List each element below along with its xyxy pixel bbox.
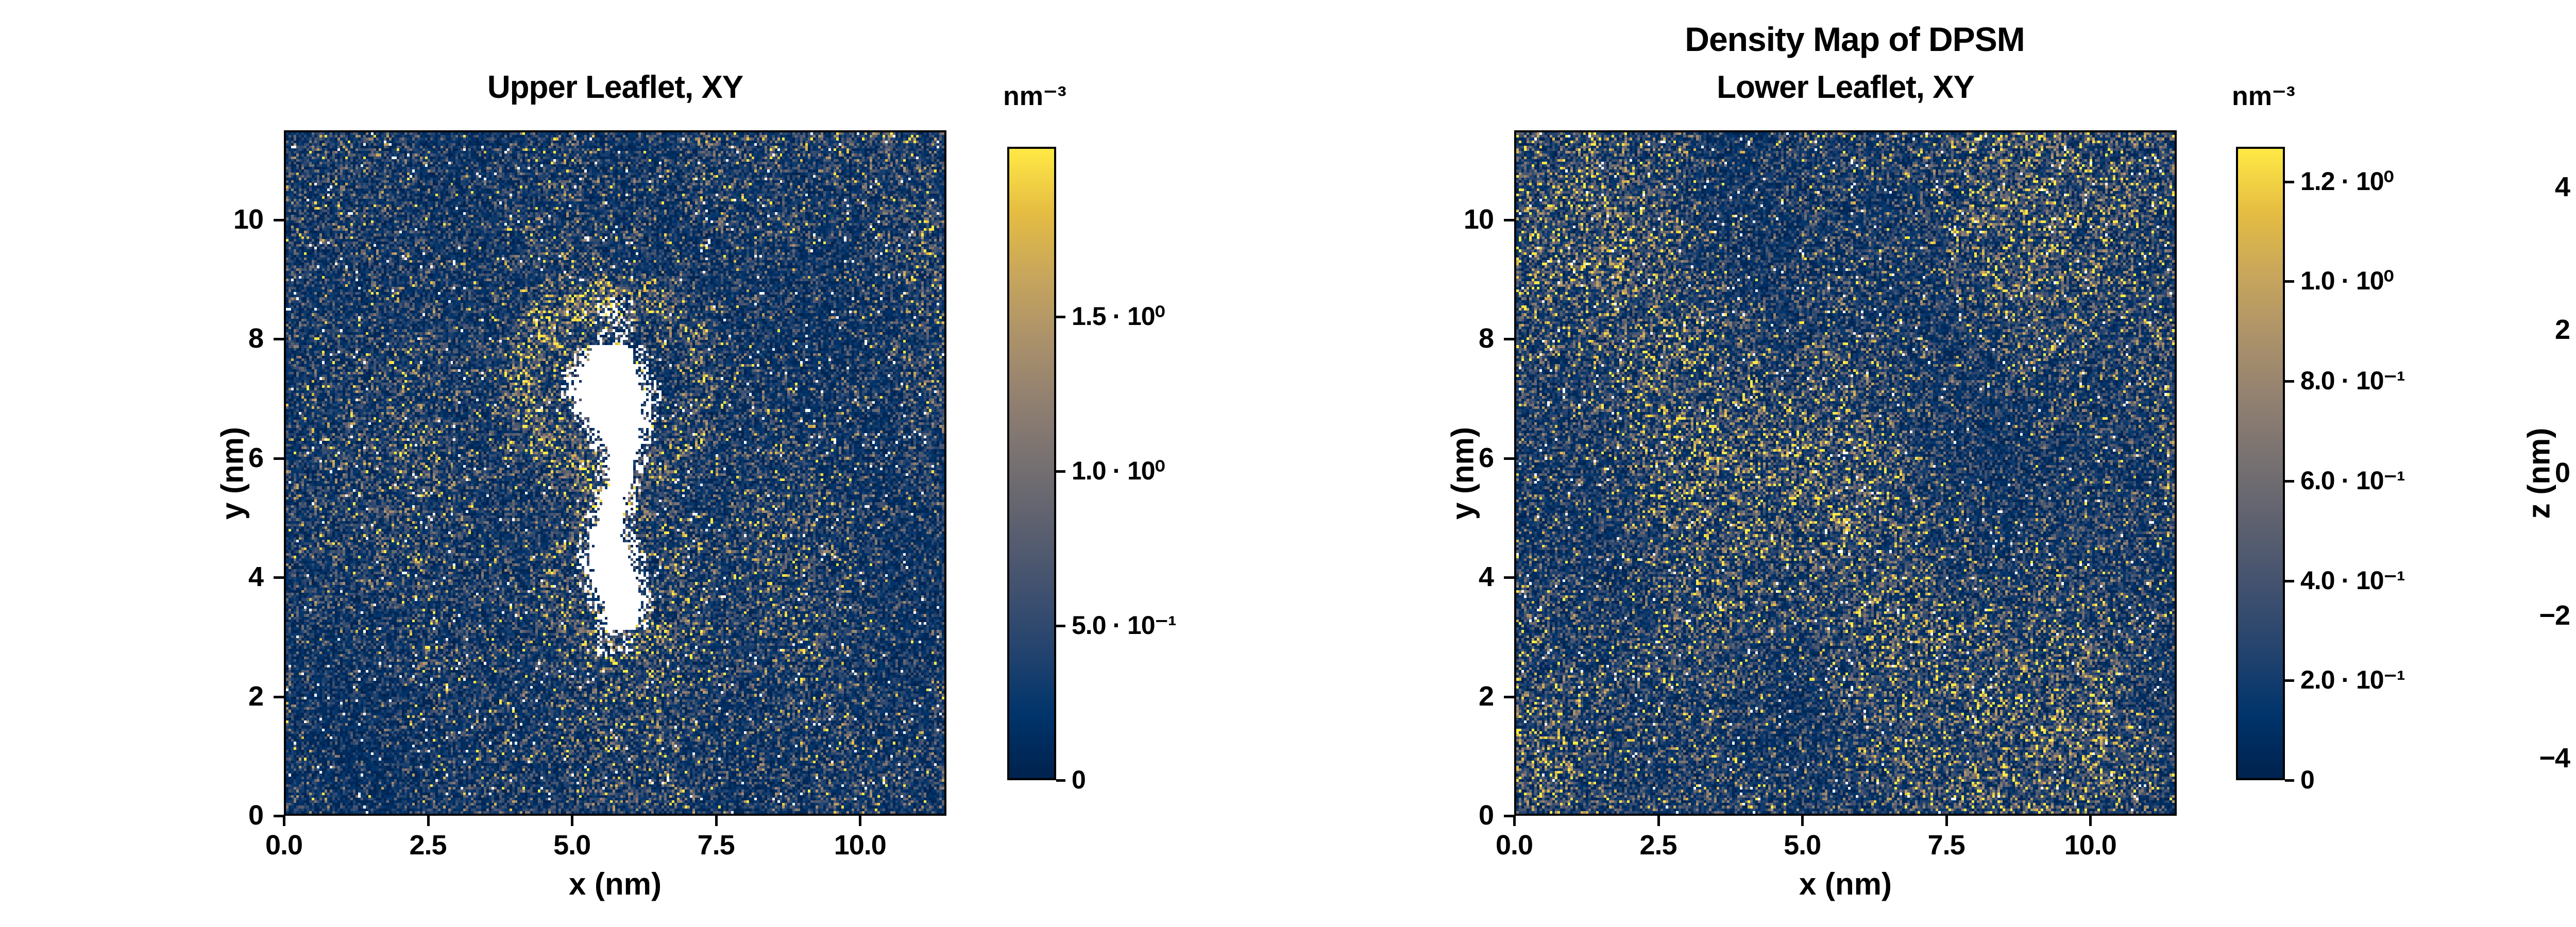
x-tick-label: 7.5 bbox=[697, 830, 735, 861]
colorbar-tick-mark bbox=[2285, 579, 2294, 582]
colorbar-tick-label: 4.0 · 10⁻¹ bbox=[2300, 565, 2405, 595]
colorbar-gradient bbox=[2238, 149, 2283, 778]
x-axis-label: x (nm) bbox=[1799, 867, 1892, 901]
y-tick-mark bbox=[1504, 815, 1514, 817]
y-tick-label: 4 bbox=[2554, 171, 2570, 202]
y-tick-mark bbox=[274, 815, 284, 817]
colorbar-tick-label: 1.0 · 10⁰ bbox=[1072, 456, 1165, 485]
colorbar-tick-mark bbox=[2285, 280, 2294, 283]
panel-title: Upper Leaflet, XY bbox=[487, 70, 743, 105]
x-tick-mark bbox=[571, 816, 574, 826]
colorbar-tick-mark bbox=[2285, 479, 2294, 483]
y-tick-label: 0 bbox=[2554, 457, 2570, 488]
y-axis-label: y (nm) bbox=[1445, 426, 1480, 520]
x-tick-label: 2.5 bbox=[409, 830, 447, 861]
y-tick-mark bbox=[274, 218, 284, 221]
x-tick-label: 10.0 bbox=[834, 830, 887, 861]
heatmap-plot bbox=[1514, 130, 2177, 816]
colorbar-tick-label: 1.5 · 10⁰ bbox=[1072, 302, 1165, 331]
y-tick-label: 8 bbox=[1478, 323, 1494, 354]
y-tick-label: 0 bbox=[1478, 800, 1494, 831]
colorbar-tick-mark bbox=[1056, 470, 1065, 473]
colorbar-tick-label: 2.0 · 10⁻¹ bbox=[2300, 665, 2405, 695]
colorbar-tick-label: 1.2 · 10⁰ bbox=[2300, 166, 2394, 196]
y-tick-label: 6 bbox=[1478, 442, 1494, 473]
y-axis-label: y (nm) bbox=[215, 426, 250, 520]
y-tick-mark bbox=[274, 457, 284, 460]
colorbar bbox=[2236, 147, 2285, 780]
y-tick-mark bbox=[274, 695, 284, 698]
colorbar bbox=[1007, 147, 1056, 780]
panel-lower-leaflet-xy: Lower Leaflet, XY y (nm) x (nm) nm⁻³ 0.0… bbox=[1236, 0, 2473, 927]
y-tick-label: −4 bbox=[2539, 743, 2570, 774]
colorbar-tick-mark bbox=[1056, 316, 1065, 318]
panel-upper-leaflet-xy: Upper Leaflet, XY y (nm) x (nm) nm⁻³ 0.0… bbox=[0, 0, 1236, 927]
heatmap-canvas bbox=[286, 132, 944, 814]
x-tick-mark bbox=[1801, 816, 1804, 826]
x-tick-mark bbox=[715, 816, 718, 826]
x-tick-mark bbox=[1513, 816, 1516, 826]
x-tick-label: 5.0 bbox=[553, 830, 591, 861]
colorbar-gradient bbox=[1009, 149, 1054, 778]
y-tick-mark bbox=[1504, 576, 1514, 579]
x-tick-mark bbox=[2089, 816, 2092, 826]
y-tick-label: 4 bbox=[1478, 561, 1494, 593]
colorbar-tick-label: 1.0 · 10⁰ bbox=[2300, 266, 2394, 296]
y-tick-mark bbox=[274, 576, 284, 579]
y-tick-label: 8 bbox=[248, 323, 264, 354]
y-tick-label: 2 bbox=[1478, 680, 1494, 712]
x-tick-label: 0 bbox=[2544, 830, 2576, 860]
colorbar-tick-mark bbox=[1056, 779, 1065, 782]
figure-title: Density Map of DPSM bbox=[1685, 20, 2025, 58]
colorbar-tick-label: 8.0 · 10⁻¹ bbox=[2300, 366, 2405, 396]
colorbar-tick-mark bbox=[2285, 779, 2294, 782]
x-tick-mark bbox=[427, 816, 430, 826]
colorbar-unit-label: nm⁻³ bbox=[1003, 81, 1066, 111]
y-tick-label: −2 bbox=[2539, 599, 2570, 631]
y-tick-label: 6 bbox=[248, 442, 264, 473]
panel-title: Lower Leaflet, XY bbox=[1717, 70, 1975, 105]
y-tick-label: 0 bbox=[248, 800, 264, 831]
y-tick-mark bbox=[1504, 218, 1514, 221]
x-tick-label: 10.0 bbox=[2064, 830, 2117, 861]
y-tick-label: 4 bbox=[248, 561, 264, 593]
x-tick-mark bbox=[1657, 816, 1660, 826]
x-tick-mark bbox=[283, 816, 285, 826]
heatmap-plot bbox=[284, 130, 946, 816]
y-tick-mark bbox=[1504, 338, 1514, 341]
colorbar-tick-mark bbox=[2285, 380, 2294, 383]
colorbar-tick-mark bbox=[2285, 180, 2294, 183]
panel-transversal-yz: Transversal View, YZ z (nm) y (nm) nm⁻³ … bbox=[2473, 0, 2576, 927]
x-tick-label: 0.0 bbox=[1495, 830, 1533, 861]
x-axis-label: x (nm) bbox=[569, 867, 662, 901]
colorbar-tick-mark bbox=[1056, 625, 1065, 627]
x-tick-label: 2.5 bbox=[1639, 830, 1677, 861]
colorbar-unit-label: nm⁻³ bbox=[2232, 81, 2295, 111]
x-tick-mark bbox=[1945, 816, 1948, 826]
y-tick-label: 10 bbox=[233, 203, 264, 235]
y-tick-mark bbox=[1504, 695, 1514, 698]
y-tick-label: 2 bbox=[2554, 314, 2570, 346]
x-tick-label: 0.0 bbox=[265, 830, 303, 861]
colorbar-tick-label: 6.0 · 10⁻¹ bbox=[2300, 466, 2405, 495]
y-tick-label: 2 bbox=[248, 680, 264, 712]
x-tick-mark bbox=[859, 816, 862, 826]
y-tick-mark bbox=[274, 338, 284, 341]
colorbar-tick-mark bbox=[2285, 679, 2294, 682]
y-tick-label: 10 bbox=[1463, 203, 1494, 235]
y-tick-mark bbox=[1504, 457, 1514, 460]
colorbar-tick-label: 0 bbox=[2300, 765, 2315, 794]
heatmap-canvas bbox=[1516, 132, 2175, 814]
x-tick-label: 5.0 bbox=[1784, 830, 1821, 861]
colorbar-tick-label: 0 bbox=[1072, 765, 1086, 794]
x-tick-label: 7.5 bbox=[1927, 830, 1965, 861]
colorbar-tick-label: 5.0 · 10⁻¹ bbox=[1072, 611, 1177, 640]
